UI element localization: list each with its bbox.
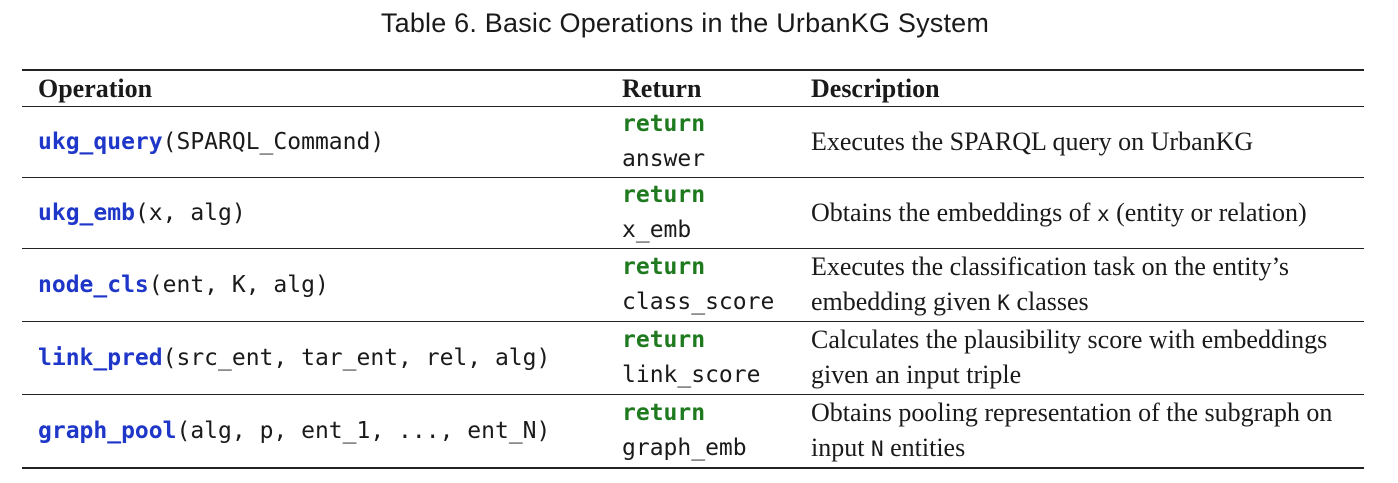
function-name: graph_pool <box>38 418 177 444</box>
operation-cell: ukg_query(SPARQL_Command) <box>22 107 606 178</box>
description-text: Calculates the plausibility score with e… <box>811 325 1328 389</box>
description-cell: Executes the SPARQL query on UrbanKG <box>795 107 1364 178</box>
return-cell: return graph_emb <box>606 395 795 469</box>
function-args: (src_ent, tar_ent, rel, alg) <box>162 345 551 371</box>
return-variable: class_score <box>622 289 775 315</box>
function-name: ukg_query <box>38 129 163 155</box>
return-cell: return class_score <box>606 249 795 322</box>
header-description: Description <box>811 73 940 103</box>
description-cell: Calculates the plausibility score with e… <box>795 322 1364 395</box>
function-args: (alg, p, ent_1, ..., ent_N) <box>176 418 551 444</box>
description-cell: Obtains the embeddings of x (entity or r… <box>795 178 1364 249</box>
table-row: ukg_emb(x, alg) return x_emb Obtains the … <box>22 178 1364 249</box>
table-row: link_pred(src_ent, tar_ent, rel, alg) re… <box>22 322 1364 395</box>
operation-cell: ukg_emb(x, alg) <box>22 178 606 249</box>
function-name: link_pred <box>38 345 163 371</box>
table-row: node_cls(ent, K, alg) return class_score … <box>22 249 1364 322</box>
description-text: Executes the SPARQL query on UrbanKG <box>811 126 1254 156</box>
operation-cell: node_cls(ent, K, alg) <box>22 249 606 322</box>
description-cell: Obtains pooling representation of the su… <box>795 395 1364 469</box>
return-keyword: return <box>622 182 706 208</box>
description-code: N <box>870 437 884 461</box>
operation-cell: link_pred(src_ent, tar_ent, rel, alg) <box>22 322 606 395</box>
return-variable: link_score <box>622 362 761 388</box>
return-cell: return answer <box>606 107 795 178</box>
description-code: x <box>1096 201 1110 226</box>
description-text-tail: classes <box>1009 287 1089 316</box>
return-keyword: return <box>622 327 706 353</box>
return-keyword: return <box>622 400 706 426</box>
description-code: K <box>997 291 1010 315</box>
function-args: (ent, K, alg) <box>148 272 329 298</box>
return-cell: return x_emb <box>606 178 795 249</box>
return-keyword: return <box>622 254 706 280</box>
table-row: graph_pool(alg, p, ent_1, ..., ent_N) re… <box>22 395 1364 469</box>
table-caption: Table 6. Basic Operations in the UrbanKG… <box>380 8 990 38</box>
function-name: node_cls <box>38 272 149 298</box>
return-variable: x_emb <box>622 217 692 243</box>
function-args: (x, alg) <box>134 200 246 226</box>
return-variable: graph_emb <box>622 435 747 461</box>
return-keyword: return <box>622 111 706 137</box>
function-args: (SPARQL_Command) <box>162 129 385 155</box>
operations-table: Operation Return Description ukg_query(S… <box>22 69 1364 469</box>
header-operation: Operation <box>38 73 153 103</box>
operation-cell: graph_pool(alg, p, ent_1, ..., ent_N) <box>22 395 606 469</box>
description-text: Obtains pooling representation of the su… <box>811 398 1333 462</box>
header-return: Return <box>622 73 702 103</box>
header-row: Operation Return Description <box>22 70 1364 107</box>
function-name: ukg_emb <box>38 200 135 226</box>
description-text: Obtains the embeddings of <box>811 197 1097 227</box>
description-text-tail: entities <box>883 433 966 462</box>
table-row: ukg_query(SPARQL_Command) return answer E… <box>22 107 1364 178</box>
description-text-tail: (entity or relation) <box>1109 197 1307 227</box>
description-text: Executes the classification task on the … <box>811 252 1289 316</box>
return-variable: answer <box>622 146 706 172</box>
return-cell: return link_score <box>606 322 795 395</box>
description-cell: Executes the classification task on the … <box>795 249 1364 322</box>
